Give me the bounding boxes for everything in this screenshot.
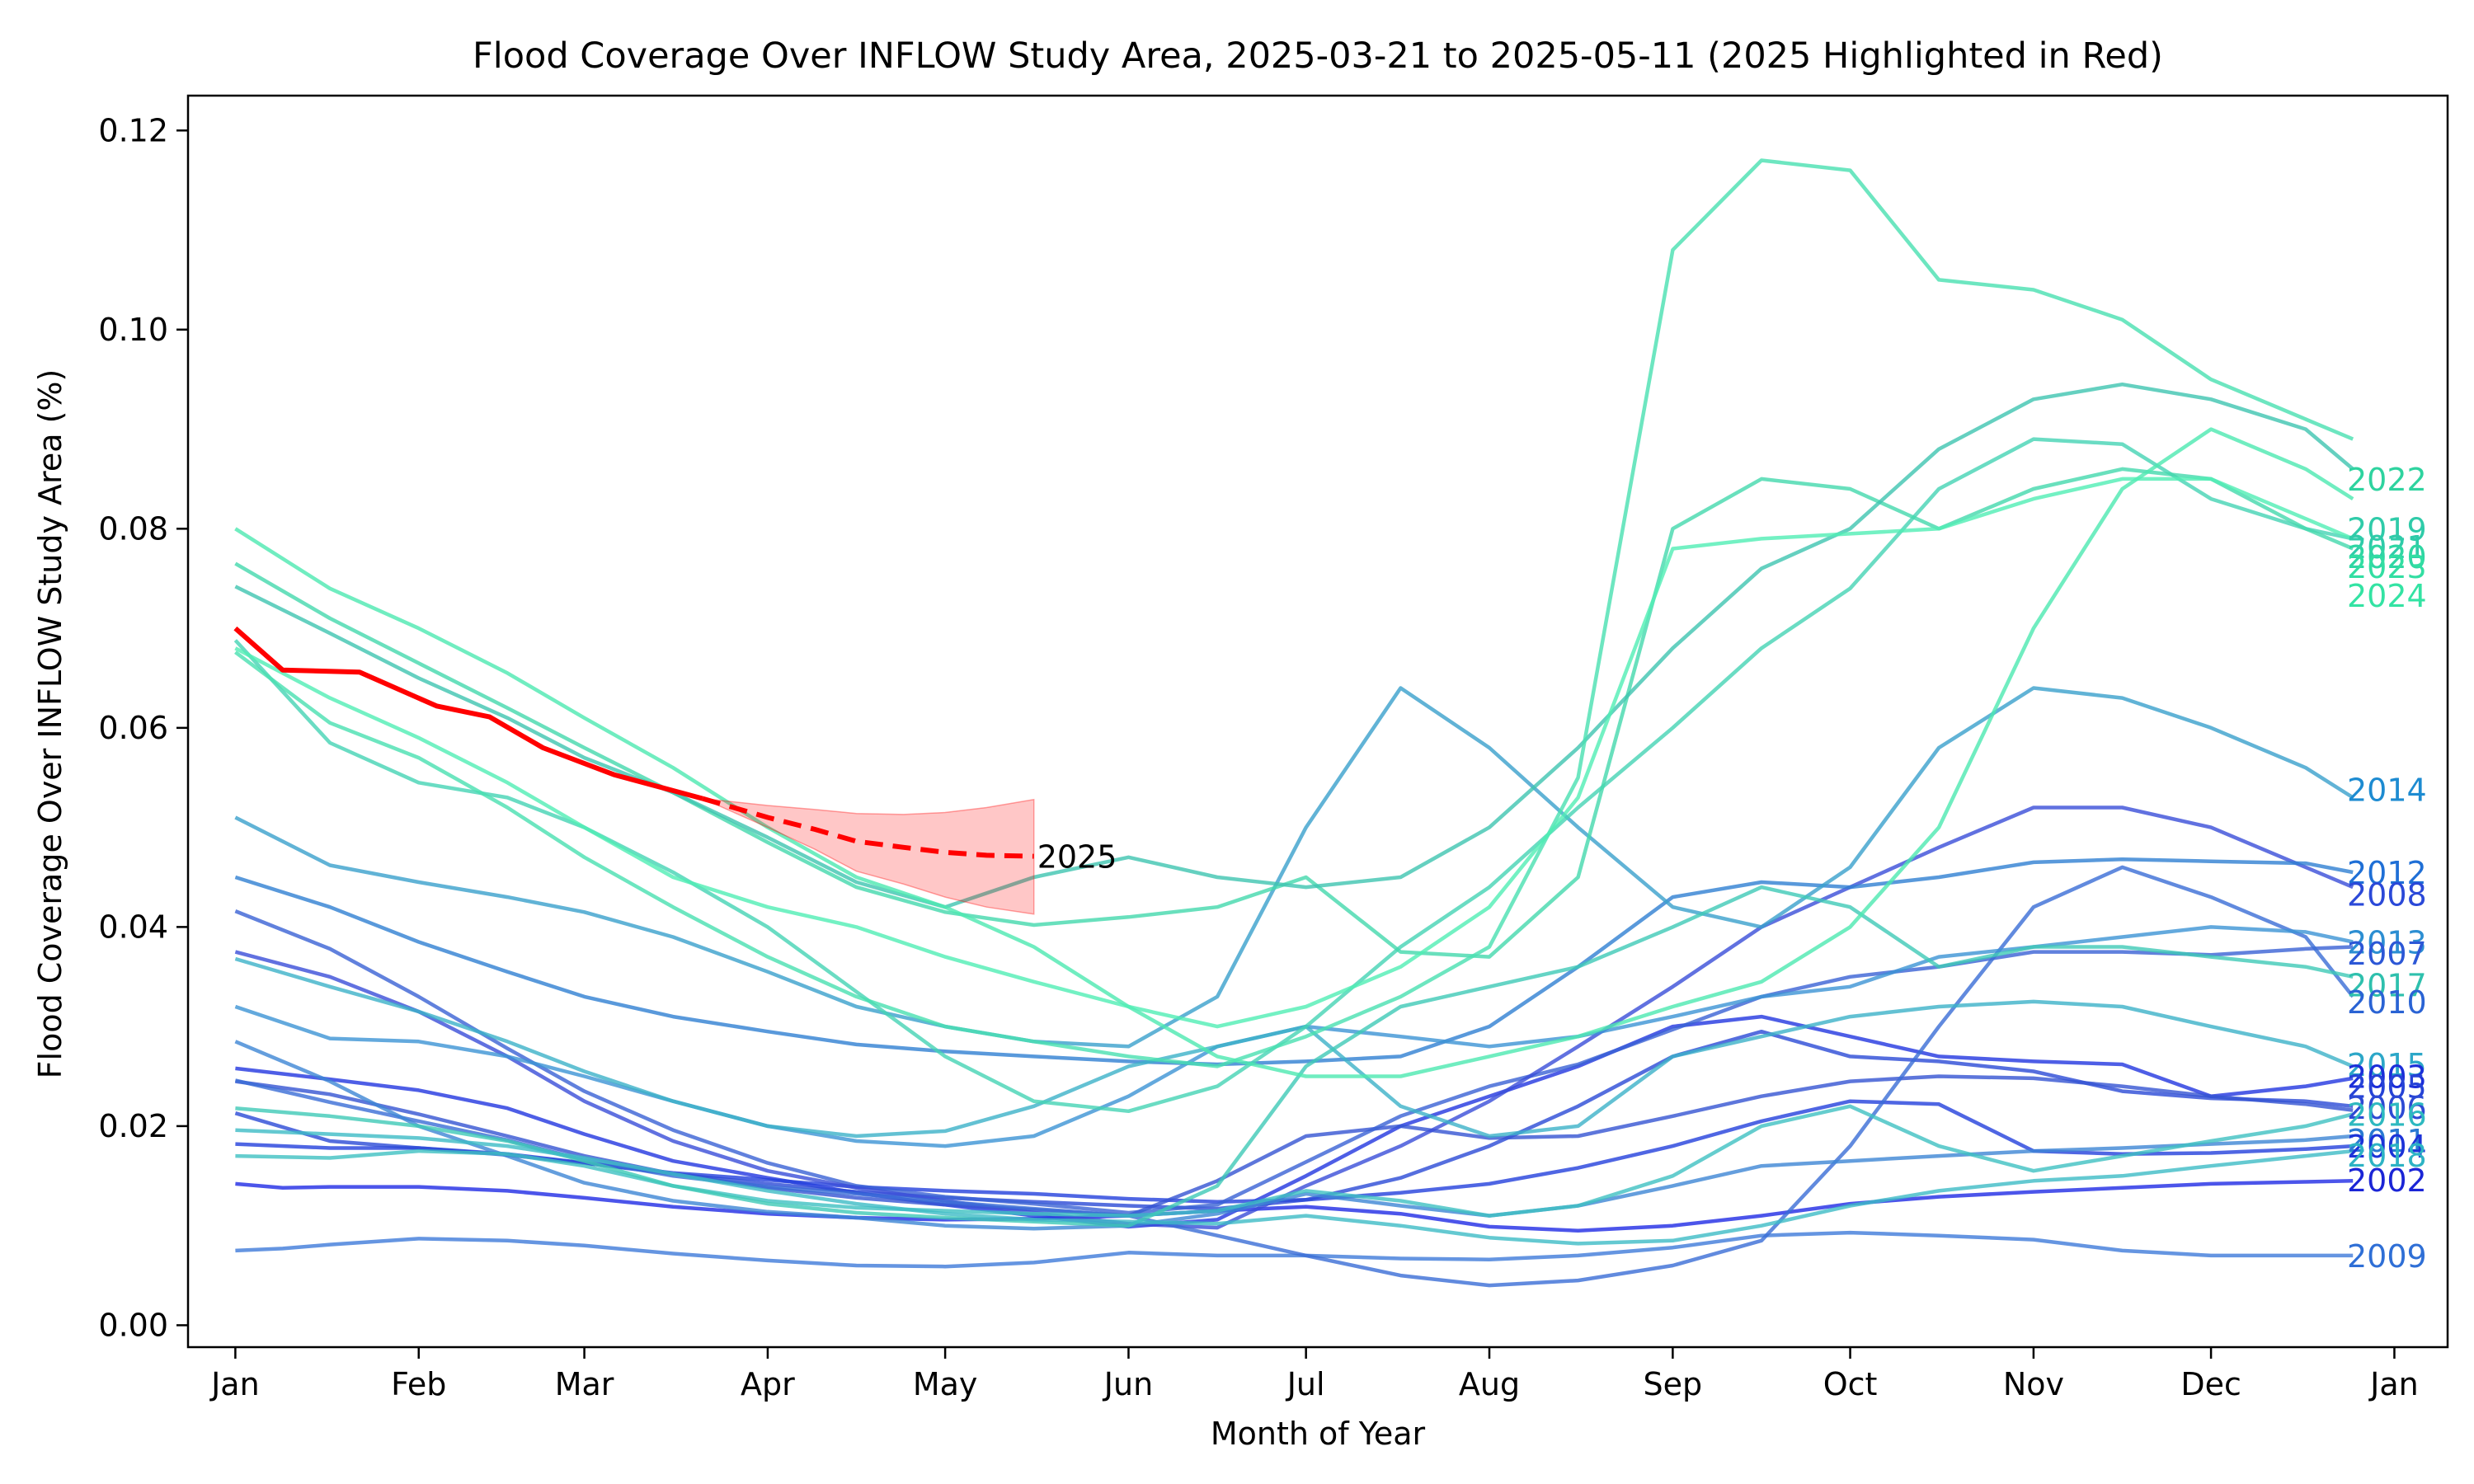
y-tick-label-1: 0.02 — [98, 1108, 168, 1144]
series-line-2016 — [235, 1104, 2354, 1218]
series-label-2015: 2015 — [2347, 1047, 2427, 1083]
series-line-2023 — [234, 427, 2354, 1078]
series-line-2003 — [235, 1014, 2354, 1229]
series-label-2003: 2003 — [2347, 1059, 2427, 1096]
series-line-2006 — [235, 1074, 2354, 1218]
y-tick-label-4: 0.08 — [98, 510, 168, 547]
x-axis-label: Month of Year — [1211, 1416, 1426, 1452]
series-label-2010: 2010 — [2347, 984, 2427, 1021]
series-label-2006: 2006 — [2347, 1090, 2427, 1126]
series-line-2022 — [234, 158, 2354, 1068]
x-tick-label-12: Jan — [2368, 1366, 2419, 1402]
axes-frame — [186, 94, 2449, 1349]
series-label-2007: 2007 — [2347, 936, 2427, 972]
series-label-2025: 2025 — [1037, 839, 1117, 876]
x-tick-label-10: Nov — [2003, 1366, 2064, 1402]
y-tick-label-5: 0.10 — [98, 312, 168, 348]
series-label-2014: 2014 — [2347, 773, 2427, 809]
x-tick-label-1: Feb — [391, 1366, 446, 1402]
x-tick-label-0: Jan — [209, 1366, 260, 1402]
forecast-band-2025 — [702, 797, 1035, 915]
y-axis-label: Flood Coverage Over INFLOW Study Area (%… — [32, 369, 68, 1079]
series-label-2009: 2009 — [2347, 1238, 2427, 1275]
series-label-2018: 2018 — [2347, 1138, 2427, 1174]
series-label-2012: 2012 — [2347, 855, 2427, 891]
series-line-2005 — [234, 1029, 2354, 1211]
series-line-2009 — [235, 1230, 2354, 1269]
x-tick-label-5: Jun — [1103, 1366, 1153, 1402]
series-line-2020 — [234, 467, 2354, 959]
series-label-2019: 2019 — [2347, 511, 2427, 547]
y-tick-label-3: 0.06 — [98, 710, 168, 746]
y-tick-label-6: 0.12 — [98, 112, 168, 148]
series-label-2020: 2020 — [2347, 539, 2427, 575]
series-label-2005: 2005 — [2347, 1069, 2427, 1106]
series-label-2011: 2011 — [2347, 1123, 2427, 1159]
series-line-2008 — [234, 805, 2354, 1230]
series-line-2012 — [234, 857, 2354, 1067]
series-label-2017: 2017 — [2347, 967, 2427, 1003]
series-line-2011 — [234, 1040, 2354, 1231]
x-tick-label-6: Jul — [1286, 1366, 1325, 1402]
y-tick-label-0: 0.00 — [98, 1307, 168, 1343]
chart-title: Flood Coverage Over INFLOW Study Area, 2… — [473, 35, 2163, 77]
x-tick-label-9: Oct — [1823, 1366, 1878, 1402]
x-tick-label-2: Mar — [555, 1366, 614, 1402]
series-line-2021 — [234, 382, 2354, 909]
x-tick-label-3: Apr — [741, 1366, 795, 1402]
x-tick-label-11: Dec — [2180, 1366, 2241, 1402]
x-tick-label-8: Sep — [1644, 1366, 1703, 1402]
series-label-2013: 2013 — [2347, 924, 2427, 960]
series-label-2023: 2023 — [2347, 549, 2427, 585]
series-label-2021: 2021 — [2347, 529, 2427, 566]
series-line-2014 — [234, 686, 2354, 1049]
series-line-2025-forecast — [702, 796, 1034, 859]
x-tick-label-4: May — [913, 1366, 978, 1402]
series-line-2007 — [234, 909, 2354, 1215]
series-label-2024: 2024 — [2347, 578, 2427, 614]
x-tick-label-7: Aug — [1459, 1366, 1520, 1402]
series-line-2025-observed — [233, 626, 703, 801]
series-line-2024 — [234, 477, 2354, 1029]
y-tick-label-2: 0.04 — [98, 909, 168, 945]
series-label-2004: 2004 — [2347, 1129, 2427, 1165]
series-label-2016: 2016 — [2347, 1097, 2427, 1133]
series-label-2002: 2002 — [2347, 1162, 2427, 1199]
series-label-2022: 2022 — [2347, 462, 2427, 498]
series-label-2008: 2008 — [2347, 877, 2427, 913]
series-line-2018 — [235, 1128, 2354, 1246]
series-line-2017 — [235, 885, 2354, 1228]
